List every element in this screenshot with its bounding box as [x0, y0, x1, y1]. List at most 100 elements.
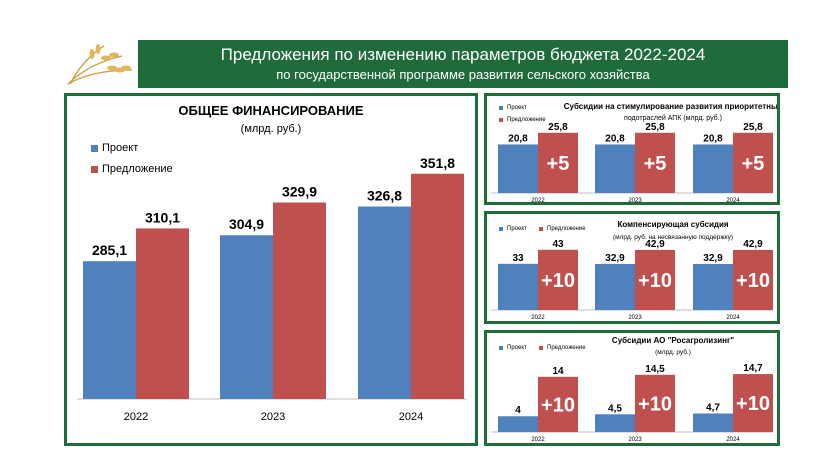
chart-title: Субсидии АО "Росагролизинг"	[612, 336, 734, 345]
chart-subtitle: (млрд. руб. на несвязанную поддержку)	[613, 233, 733, 241]
legend-label-0: Проект	[507, 345, 527, 351]
bar-2022-1	[538, 249, 578, 310]
legend-swatch-1	[539, 346, 543, 350]
data-label-2023-1: 25,8	[645, 122, 665, 133]
x-tick-2023: 2023	[261, 411, 285, 423]
chart-compensating-subsidy-svg: Компенсирующая субсидия (млрд. руб. на не…	[491, 220, 773, 321]
bar-2024-0	[693, 413, 733, 432]
data-label-2024-0: 326,8	[367, 188, 402, 204]
page-subtitle: по государственной программе развития се…	[276, 67, 650, 82]
chart-priority-subsidies: Субсидии на стимулирование развития прио…	[484, 93, 780, 205]
bar-2023-1	[635, 132, 675, 193]
data-label-2024-0: 20,8	[703, 133, 723, 144]
legend-swatch-1	[539, 227, 543, 231]
delta-label-2022: +10	[541, 270, 575, 292]
legend-label-1: Предложение	[547, 226, 586, 232]
bar-2023-0	[595, 263, 635, 310]
x-tick-2022: 2022	[531, 315, 545, 321]
data-label-2024-1: 42,9	[743, 239, 763, 250]
x-tick-2023: 2023	[628, 437, 642, 443]
delta-label-2024: +5	[742, 153, 765, 175]
chart-subtitle: (млрд. руб.)	[241, 123, 302, 135]
chart-subtitle: подотраслей АПК (млрд. руб.)	[624, 114, 722, 122]
data-label-2024-1: 14,7	[743, 363, 763, 374]
data-label-2023-0: 32,9	[605, 253, 625, 264]
data-label-2024-0: 4,7	[706, 402, 720, 413]
chart-rosagroleasing: Субсидии АО "Росагролизинг" (млрд. руб.) П…	[484, 330, 780, 446]
delta-label-2022: +5	[547, 153, 570, 175]
bar-2022-0	[498, 416, 538, 432]
delta-label-2024: +10	[736, 393, 770, 415]
bar-2023-0	[595, 144, 635, 193]
legend-swatch-0	[499, 106, 503, 110]
x-tick-2023: 2023	[628, 198, 642, 202]
legend-label-0: Проект	[507, 226, 527, 232]
x-tick-2023: 2023	[628, 315, 642, 321]
data-label-2022-1: 310,1	[145, 209, 180, 225]
x-tick-2024: 2024	[726, 437, 740, 443]
data-label-2024-0: 32,9	[703, 253, 723, 264]
wheat-logo	[62, 40, 136, 88]
page-title: Предложения по изменению параметров бюдж…	[220, 45, 706, 64]
chart-subtitle: (млрд. руб.)	[655, 348, 691, 356]
bar-2022-1	[538, 132, 578, 193]
data-label-2024-1: 351,8	[420, 155, 455, 171]
bar-2023-1	[273, 202, 326, 399]
data-label-2022-0: 20,8	[508, 133, 528, 144]
data-label-2023-0: 4,5	[608, 403, 622, 414]
bar-2022-0	[498, 263, 538, 310]
chart-total-funding: ОБЩЕЕ ФИНАНСИРОВАНИЕ (млрд. руб.) Проект Пр…	[64, 93, 478, 446]
legend-swatch-0	[91, 145, 98, 152]
bar-2024-1	[733, 374, 773, 432]
data-label-2022-0: 33	[512, 253, 524, 264]
data-label-2023-0: 20,8	[605, 133, 625, 144]
x-tick-2024: 2024	[399, 411, 423, 423]
delta-label-2023: +10	[638, 270, 672, 292]
bar-2023-1	[635, 374, 675, 432]
data-label-2023-1: 329,9	[282, 183, 317, 199]
bar-2024-0	[693, 144, 733, 193]
chart-priority-subsidies-svg: Субсидии на стимулирование развития прио…	[491, 102, 777, 202]
chart-title: Компенсирующая субсидия	[617, 220, 728, 229]
bar-2024-1	[411, 173, 464, 399]
bar-2022-1	[538, 376, 578, 432]
delta-label-2023: +5	[644, 153, 667, 175]
chart-title: ОБЩЕЕ ФИНАНСИРОВАНИЕ	[178, 103, 363, 118]
legend-swatch-0	[499, 227, 503, 231]
header-banner: Предложения по изменению параметров бюдж…	[138, 40, 788, 88]
data-label-2023-0: 304,9	[229, 216, 264, 232]
x-tick-2024: 2024	[726, 315, 740, 321]
legend-swatch-1	[499, 118, 503, 122]
x-tick-2024: 2024	[726, 198, 740, 202]
chart-rosagroleasing-svg: Субсидии АО "Росагролизинг" (млрд. руб.) П…	[491, 336, 773, 443]
chart-title: Субсидии на стимулирование развития прио…	[564, 102, 777, 111]
data-label-2022-1: 25,8	[548, 122, 568, 133]
bar-2024-0	[693, 263, 733, 310]
delta-label-2023: +10	[638, 394, 672, 416]
bar-2022-0	[83, 261, 136, 399]
data-label-2022-0: 4	[515, 405, 521, 416]
bar-2024-1	[733, 249, 773, 310]
data-label-2023-1: 42,9	[645, 239, 665, 250]
x-tick-2022: 2022	[531, 198, 545, 202]
data-label-2022-0: 285,1	[92, 242, 127, 258]
x-tick-2022: 2022	[124, 411, 148, 423]
data-label-2023-1: 14,5	[645, 364, 665, 375]
legend-label-0: Проект	[102, 142, 138, 154]
bar-2022-0	[498, 144, 538, 193]
delta-label-2024: +10	[736, 270, 770, 292]
legend-label-1: Предложение	[507, 117, 546, 123]
delta-label-2022: +10	[541, 395, 575, 417]
data-label-2022-1: 14	[552, 366, 564, 377]
bar-2024-1	[733, 132, 773, 193]
bar-2023-0	[220, 235, 273, 399]
legend-label-1: Предложение	[547, 345, 586, 351]
bar-2022-1	[136, 228, 189, 399]
legend-label-0: Проект	[507, 105, 527, 111]
legend-swatch-1	[91, 166, 98, 173]
bar-2024-0	[358, 206, 411, 399]
legend-swatch-0	[499, 346, 503, 350]
chart-total-funding-svg: ОБЩЕЕ ФИНАНСИРОВАНИЕ (млрд. руб.) Проект Пр…	[77, 103, 467, 423]
bar-2023-0	[595, 414, 635, 432]
legend-label-1: Предложение	[102, 163, 173, 175]
